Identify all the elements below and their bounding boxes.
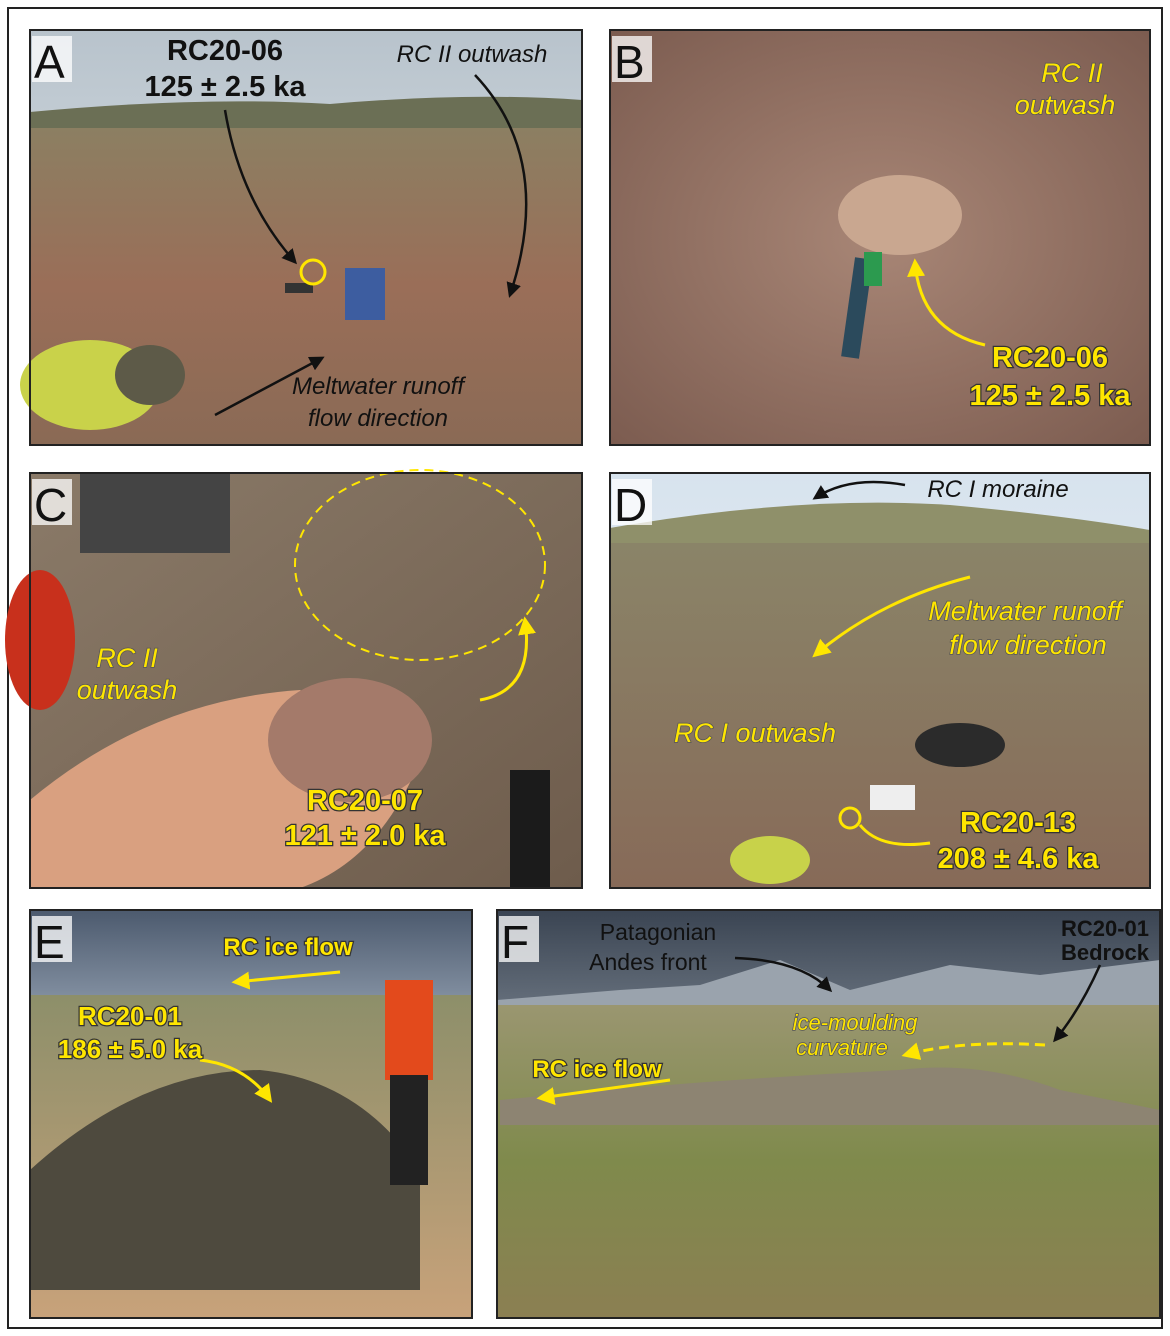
label: outwash [77, 675, 178, 705]
photo-shape [115, 345, 185, 405]
label: flow direction [949, 630, 1107, 660]
label: 121 ± 2.0 ka [284, 820, 446, 852]
panel-e: E RC ice flow RC20-01 186 ± 5.0 ka [30, 910, 472, 1318]
photo-shape [864, 252, 882, 286]
label: 125 ± 2.5 ka [144, 71, 306, 103]
label: RC20-01 [78, 1001, 182, 1031]
label: Meltwater runoff [292, 373, 466, 400]
label: RC20-06 [992, 342, 1108, 374]
panel-letter: F [501, 916, 529, 968]
label: 125 ± 2.5 ka [969, 380, 1131, 412]
photo-shape [80, 473, 230, 553]
figure: A RC20-06 125 ± 2.5 ka RC II outwash Mel… [0, 0, 1170, 1336]
panel-letter: B [614, 36, 645, 88]
label: RC I moraine [927, 476, 1068, 503]
panel-letter: C [34, 479, 67, 531]
panel-c: C RC II outwash RC20-07 121 ± 2.0 ka [5, 470, 582, 888]
label: 208 ± 4.6 ka [937, 843, 1099, 875]
label: RC II [96, 643, 158, 673]
photo-shape [268, 678, 432, 802]
label: ice-moulding [793, 1010, 918, 1035]
panel-letter: D [614, 479, 647, 531]
label: curvature [796, 1035, 888, 1060]
panel-f: F Patagonian Andes front RC20-01 Bedrock… [497, 910, 1160, 1318]
label: RC ice flow [223, 934, 353, 961]
panel-a: A RC20-06 125 ± 2.5 ka RC II outwash Mel… [20, 30, 582, 445]
panel-letter: E [34, 916, 65, 968]
photo-shape [345, 268, 385, 320]
photo-shape [838, 175, 962, 255]
photo-shape [5, 570, 75, 710]
label: flow direction [308, 405, 448, 432]
label: Andes front [589, 949, 707, 975]
photo-shape [915, 723, 1005, 767]
panel-b: B RC II outwash RC20-06 125 ± 2.5 ka [610, 30, 1150, 445]
label: Patagonian [600, 919, 716, 945]
label: 186 ± 5.0 ka [58, 1034, 203, 1064]
photo-shape [510, 770, 550, 888]
label: RC II [1041, 58, 1103, 88]
label: RC II outwash [397, 41, 548, 68]
photo-shape [870, 785, 915, 810]
panel-letter: A [34, 36, 65, 88]
label: Meltwater runoff [928, 596, 1124, 626]
label: RC20-06 [167, 35, 283, 67]
photo-shape [385, 980, 433, 1080]
label: RC ice flow [532, 1056, 662, 1083]
label: RC20-13 [960, 807, 1076, 839]
label: RC I outwash [674, 718, 836, 748]
photo-shape [390, 1075, 428, 1185]
panel-d: D RC I moraine Meltwater runoff flow dir… [610, 473, 1150, 888]
label: RC20-07 [307, 785, 423, 817]
label: RC20-01 [1061, 916, 1149, 941]
photo-shape [730, 836, 810, 884]
label: Bedrock [1061, 940, 1150, 965]
label: outwash [1015, 90, 1116, 120]
